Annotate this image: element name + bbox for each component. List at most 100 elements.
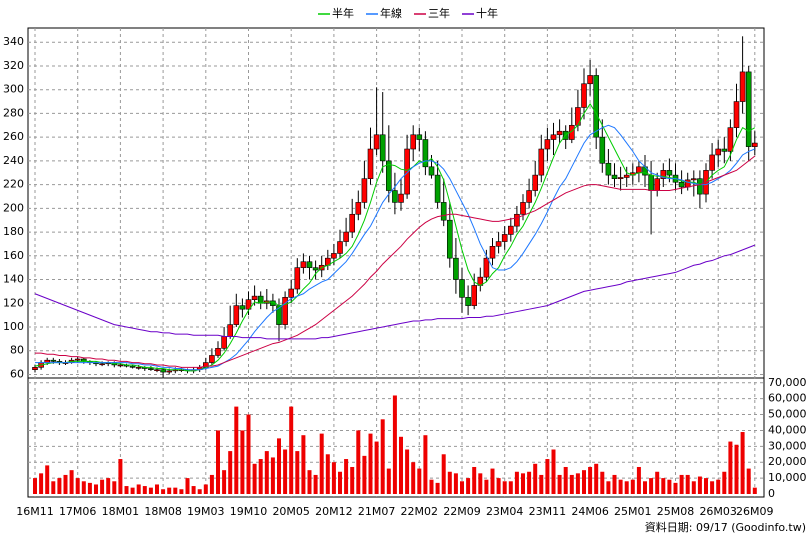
volume-bar [569, 474, 574, 494]
volume-bar [155, 484, 159, 494]
candle-body [343, 231, 349, 242]
volume-bar [173, 487, 178, 494]
candle-body [501, 234, 508, 242]
volume-bar [264, 451, 269, 494]
candle-body [361, 178, 368, 203]
volume-bar [740, 432, 745, 494]
candle-body [727, 127, 734, 152]
candle-body [385, 160, 392, 191]
y-tick-label: 240 [3, 154, 24, 167]
candle-body [129, 365, 136, 368]
candle-body [611, 174, 618, 179]
candle-body [648, 174, 654, 191]
volume-bar [423, 435, 428, 494]
volume-bar [87, 482, 92, 494]
volume-bar [563, 466, 568, 494]
volume-bar [295, 451, 300, 494]
candle-body [392, 190, 398, 203]
volume-bar [167, 487, 172, 494]
candle-body [154, 369, 160, 371]
volume-bar [661, 478, 666, 494]
volume-bar [197, 489, 202, 494]
volume-bar [75, 478, 80, 494]
volume-bar [283, 449, 288, 494]
candle-body [678, 181, 685, 188]
candle-body [349, 213, 356, 233]
volume-bar [453, 473, 458, 494]
volume-bar [539, 474, 544, 494]
volume-bar [514, 471, 519, 494]
volume-bar [643, 481, 647, 494]
candle-body [623, 174, 630, 178]
y2-tick-label: 50,000 [768, 408, 807, 421]
volume-bar [338, 471, 342, 494]
x-tick-label: 19M03 [187, 505, 225, 518]
candle-body [520, 202, 526, 215]
candle-body [599, 136, 606, 164]
candle-body [282, 297, 288, 325]
volume-bar [435, 482, 440, 494]
candle-body [294, 267, 301, 290]
volume-bar [734, 444, 739, 494]
volume-bar [466, 478, 471, 494]
candle-body [581, 83, 587, 108]
candle-body [367, 148, 374, 179]
volume-bar [618, 479, 623, 494]
volume-bar [234, 406, 239, 494]
volume-bar [45, 465, 50, 494]
y-tick-label: 220 [3, 178, 24, 191]
volume-bar [392, 395, 397, 494]
x-tick-label: 16M11 [16, 505, 54, 518]
x-tick-label: 25M08 [657, 505, 695, 518]
y2-tick-label: 0 [768, 487, 775, 500]
volume-bar [521, 473, 525, 494]
volume-bar [417, 468, 422, 494]
ma-line [34, 244, 755, 340]
y2-tick-label: 40,000 [768, 423, 807, 436]
volume-bar [630, 479, 635, 494]
volume-bar [728, 441, 733, 494]
volume-bar [368, 433, 373, 494]
ma-line [34, 103, 756, 372]
candle-body [684, 179, 691, 188]
volume-bar [356, 430, 361, 494]
y-tick-label: 60 [10, 367, 24, 380]
y-tick-label: 280 [3, 106, 24, 119]
candle-body [538, 148, 545, 176]
candle-body [251, 295, 258, 300]
volume-bar [655, 471, 660, 494]
volume-bar [716, 479, 721, 494]
volume-bar [130, 487, 135, 494]
volume-bar [710, 481, 715, 494]
volume-bar [350, 466, 355, 494]
volume-bar [399, 436, 403, 494]
x-tick-label: 26M03 [699, 505, 737, 518]
ma-line [35, 155, 756, 368]
x-tick-label: 17M06 [59, 505, 97, 518]
candle-body [215, 348, 221, 356]
y-tick-label: 300 [3, 83, 24, 96]
volume-bar [344, 459, 349, 494]
candle-body [733, 101, 740, 128]
volume-bar [545, 459, 550, 494]
candle-body [166, 370, 172, 373]
y-tick-label: 340 [3, 35, 24, 48]
volume-bar [441, 454, 446, 494]
candle-body [32, 367, 38, 370]
volume-bar [697, 476, 702, 494]
candle-body [715, 148, 722, 156]
candle-body [331, 253, 337, 259]
candle-body [526, 190, 532, 203]
volume-bar [575, 473, 580, 494]
candle-body [745, 71, 752, 147]
volume-bar [148, 487, 153, 494]
y2-tick-label: 30,000 [768, 439, 807, 452]
volume-bar [673, 482, 678, 494]
volume-bar [478, 473, 483, 494]
y-tick-label: 160 [3, 249, 24, 262]
annotation: 資料日期: 09/17 (Goodinfo.tw) [645, 520, 806, 534]
volume-bar [112, 481, 117, 494]
volume-bar [81, 481, 86, 494]
volume-bar [94, 484, 98, 494]
